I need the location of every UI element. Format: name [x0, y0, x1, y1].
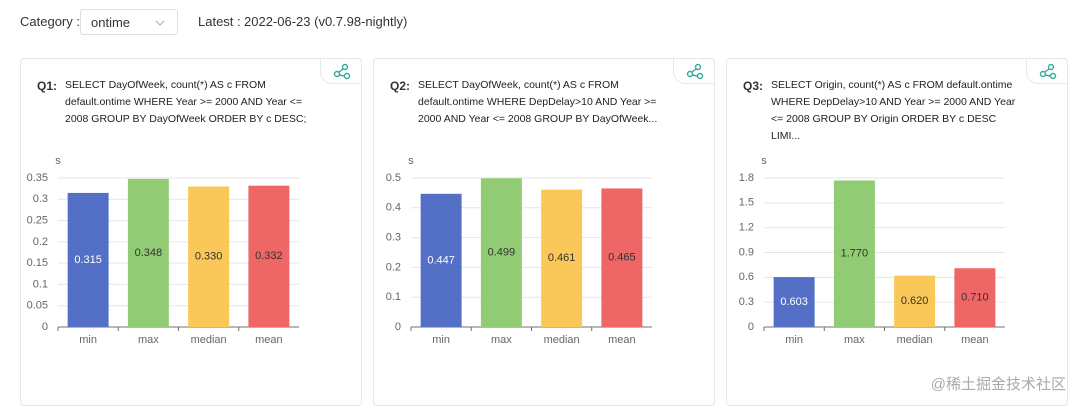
bar — [248, 185, 290, 327]
dropdown-arrow — [155, 20, 165, 26]
x-tick-label: mean — [961, 334, 989, 346]
category-value: ontime — [91, 15, 131, 30]
y-tick-label: 0.2 — [386, 261, 401, 273]
y-tick-label: 1.8 — [739, 172, 754, 184]
value-label: 0.332 — [255, 250, 283, 262]
query-text: SELECT DayOfWeek, count(*) AS c FROM def… — [65, 79, 307, 125]
bar — [601, 188, 643, 327]
chart-card: s 0 0.3 0.6 0.9 1.2 1.5 1.8 0.603 min 1.770 max 0.62… — [726, 58, 1068, 406]
bar — [894, 275, 936, 327]
y-tick-label: 0.05 — [27, 300, 48, 312]
value-label: 0.499 — [488, 247, 516, 259]
value-label: 0.465 — [608, 252, 636, 264]
value-label: 0.330 — [195, 251, 223, 263]
share-button[interactable] — [320, 58, 362, 84]
bar — [954, 268, 996, 327]
y-tick-label: 1.2 — [739, 222, 754, 234]
value-label: 1.770 — [841, 248, 869, 260]
x-tick-label: mean — [255, 334, 283, 346]
bar — [833, 180, 875, 327]
latest-value: 2022-06-23 (v0.7.98-nightly) — [244, 14, 408, 29]
bar — [188, 186, 230, 327]
share-button[interactable] — [1026, 58, 1068, 84]
y-tick-label: 0.15 — [27, 257, 48, 269]
x-tick-label: max — [491, 334, 512, 346]
share-icon — [1039, 63, 1057, 80]
y-tick-label: 0.35 — [27, 172, 48, 184]
chart-title: Q1: — [37, 79, 58, 93]
share-icon — [333, 63, 351, 80]
x-tick-label: max — [844, 334, 865, 346]
y-tick-label: 0.2 — [33, 236, 48, 248]
x-tick-label: mean — [608, 334, 636, 346]
y-tick-label: 0.4 — [386, 202, 401, 214]
value-label: 0.315 — [74, 254, 102, 266]
y-axis-label: s — [408, 155, 414, 167]
y-tick-label: 0 — [395, 321, 401, 333]
y-axis-label: s — [761, 155, 767, 167]
share-button[interactable] — [673, 58, 715, 84]
x-tick-label: max — [138, 334, 159, 346]
chart-card: s 0 0.1 0.2 0.3 0.4 0.5 0.447 min 0.499 max 0.461 me… — [373, 58, 715, 406]
watermark: @稀土掘金技术社区 — [930, 376, 1066, 393]
chart-card: s 0 0.05 0.1 0.15 0.2 0.25 0.3 0.35 0.315 min 0.348… — [20, 58, 362, 406]
x-tick-label: min — [79, 334, 97, 346]
bar — [67, 192, 109, 327]
category-select[interactable]: ontime — [80, 9, 178, 35]
share-icon — [686, 63, 704, 80]
bar — [480, 178, 522, 327]
x-tick-label: median — [544, 334, 580, 346]
y-axis-label: s — [55, 155, 61, 167]
bar — [420, 193, 462, 327]
chart-title: Q2: — [390, 79, 411, 93]
category-label: Category : — [20, 14, 80, 29]
value-label: 0.620 — [901, 295, 929, 307]
y-tick-label: 0.25 — [27, 214, 48, 226]
value-label: 0.461 — [548, 252, 576, 264]
bar — [541, 189, 583, 327]
x-tick-label: min — [785, 334, 803, 346]
y-tick-label: 0.5 — [386, 172, 401, 184]
value-label: 0.603 — [780, 296, 808, 308]
value-label: 0.710 — [961, 292, 989, 304]
y-tick-label: 0 — [42, 321, 48, 333]
y-tick-label: 0.3 — [33, 193, 48, 205]
y-tick-label: 0.1 — [33, 278, 48, 290]
value-label: 0.348 — [135, 247, 163, 259]
latest-label: Latest : — [198, 14, 241, 29]
query-text: SELECT Origin, count(*) AS c FROM defaul… — [771, 79, 1016, 142]
y-tick-label: 0 — [748, 321, 754, 333]
y-tick-label: 0.3 — [386, 232, 401, 244]
chart-title: Q3: — [743, 79, 764, 93]
value-label: 0.447 — [427, 254, 455, 266]
y-tick-label: 0.9 — [739, 246, 754, 258]
chart: s 0 0.1 0.2 0.3 0.4 0.5 0.447 min 0.499 max 0.461 me… — [386, 155, 652, 346]
chart: s 0 0.3 0.6 0.9 1.2 1.5 1.8 0.603 min 1.770 max 0.62… — [739, 155, 1005, 346]
x-tick-label: min — [432, 334, 450, 346]
y-tick-label: 1.5 — [739, 197, 754, 209]
x-tick-label: median — [191, 334, 227, 346]
bar — [773, 277, 815, 327]
y-tick-label: 0.1 — [386, 291, 401, 303]
y-tick-label: 0.6 — [739, 271, 754, 283]
y-tick-label: 0.3 — [739, 296, 754, 308]
bar — [127, 178, 169, 327]
x-tick-label: median — [897, 334, 933, 346]
chart: s 0 0.05 0.1 0.15 0.2 0.25 0.3 0.35 0.315 min 0.348… — [27, 155, 299, 346]
query-text: SELECT DayOfWeek, count(*) AS c FROM def… — [418, 79, 658, 125]
